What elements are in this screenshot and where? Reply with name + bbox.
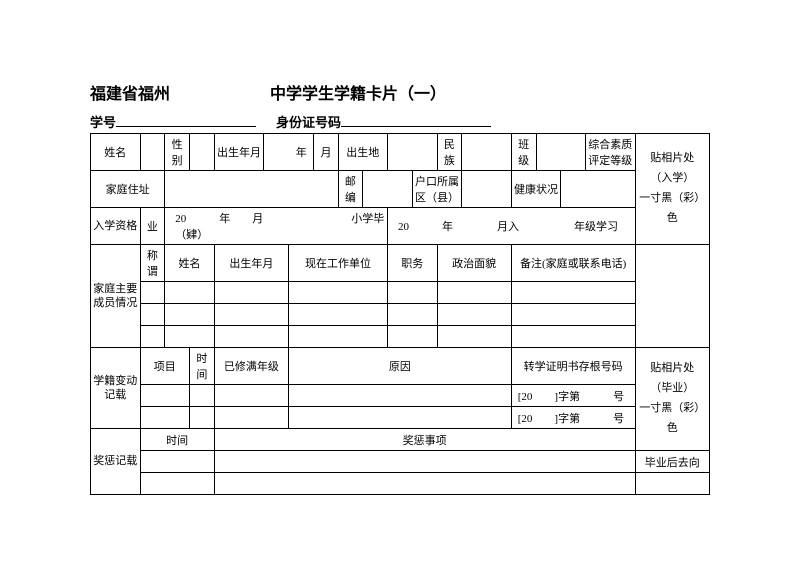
hukou-label: 户口所属区（县） bbox=[412, 171, 462, 208]
t1-stub: [20 ]字第 号 bbox=[511, 385, 635, 407]
a1-matter bbox=[214, 451, 635, 473]
class-val bbox=[536, 134, 586, 171]
f2-dob bbox=[214, 304, 288, 326]
f2-rel bbox=[140, 304, 165, 326]
f3-pol bbox=[437, 326, 511, 348]
qual-text1: 20 年 月 小学毕（肄） bbox=[165, 208, 388, 245]
month-label: 月 bbox=[313, 134, 338, 171]
f2-duty bbox=[388, 304, 438, 326]
a2-matter bbox=[214, 473, 635, 495]
family-note: 备注(家庭或联系电话) bbox=[511, 245, 635, 282]
zip-val bbox=[363, 171, 413, 208]
t2-reason bbox=[289, 407, 512, 429]
f1-note bbox=[511, 282, 635, 304]
t2-time bbox=[190, 407, 215, 429]
photo2-l3: 一寸黑（彩）色 bbox=[638, 399, 708, 439]
family-duty: 职务 bbox=[388, 245, 438, 282]
health-val bbox=[561, 171, 635, 208]
ethnic-label: 民族 bbox=[437, 134, 462, 171]
f2-pol bbox=[437, 304, 511, 326]
a1-time bbox=[140, 451, 214, 473]
student-no-label: 学号 bbox=[90, 112, 116, 131]
birthplace-label: 出生地 bbox=[338, 134, 388, 171]
t-reason: 原因 bbox=[289, 348, 512, 385]
f1-rel bbox=[140, 282, 165, 304]
id-line bbox=[341, 113, 491, 127]
province-title: 福建省福州 bbox=[90, 80, 170, 104]
grad-val bbox=[635, 473, 710, 495]
qual-text2: 20 年 月入 年级学习 bbox=[388, 208, 636, 245]
zip-label: 邮编 bbox=[338, 171, 363, 208]
hukou-val bbox=[462, 171, 512, 208]
student-no-line bbox=[116, 113, 256, 127]
f1-dob bbox=[214, 282, 288, 304]
t-grade: 已修满年级 bbox=[214, 348, 288, 385]
birthplace-val bbox=[388, 134, 438, 171]
t-item: 项目 bbox=[140, 348, 190, 385]
ethnic-val bbox=[462, 134, 512, 171]
name-val bbox=[140, 134, 165, 171]
f3-duty bbox=[388, 326, 438, 348]
addr-val bbox=[165, 171, 338, 208]
name-label: 姓名 bbox=[91, 134, 141, 171]
family-rel: 称谓 bbox=[140, 245, 165, 282]
f3-work bbox=[289, 326, 388, 348]
t1-reason bbox=[289, 385, 512, 407]
photo-entry: 贴相片处 （入学） 一寸黑（彩）色 bbox=[635, 134, 710, 245]
f2-work bbox=[289, 304, 388, 326]
t2-stub: [20 ]字第 号 bbox=[511, 407, 635, 429]
a-time: 时间 bbox=[140, 429, 214, 451]
id-label: 身份证号码 bbox=[276, 112, 341, 131]
a-matter: 奖惩事项 bbox=[214, 429, 635, 451]
family-dob: 出生年月 bbox=[214, 245, 288, 282]
gender-label: 性别 bbox=[165, 134, 190, 171]
empty-right1 bbox=[635, 245, 710, 348]
f1-name bbox=[165, 282, 215, 304]
main-title: 中学学生学籍卡片（一） bbox=[270, 80, 446, 104]
f1-duty bbox=[388, 282, 438, 304]
t-stub: 转学证明书存根号码 bbox=[511, 348, 635, 385]
dob-label: 出生年月 bbox=[214, 134, 264, 171]
addr-label: 家庭住址 bbox=[91, 171, 165, 208]
year-label: 年 bbox=[264, 134, 314, 171]
f3-note bbox=[511, 326, 635, 348]
t-time: 时间 bbox=[190, 348, 215, 385]
photo1-l2: （入学） bbox=[638, 169, 708, 189]
transfer-label: 学籍变动记载 bbox=[91, 348, 141, 429]
t1-item bbox=[140, 385, 190, 407]
f1-work bbox=[289, 282, 388, 304]
grad-label: 毕业后去向 bbox=[635, 451, 710, 473]
quality-label: 综合素质评定等级 bbox=[586, 134, 636, 171]
qual-label: 入学资格 bbox=[91, 208, 141, 245]
family-pol: 政治面貌 bbox=[437, 245, 511, 282]
qual-ye: 业 bbox=[140, 208, 165, 245]
f1-pol bbox=[437, 282, 511, 304]
family-label: 家庭主要成员情况 bbox=[91, 245, 141, 348]
award-label: 奖惩记载 bbox=[91, 429, 141, 495]
f3-dob bbox=[214, 326, 288, 348]
t1-time bbox=[190, 385, 215, 407]
f3-name bbox=[165, 326, 215, 348]
form-table: 姓名 性别 出生年月 年 月 出生地 民族 班级 综合素质评定等级 贴相片处 （… bbox=[90, 133, 710, 495]
class-label: 班级 bbox=[511, 134, 536, 171]
family-work: 现在工作单位 bbox=[289, 245, 388, 282]
f2-name bbox=[165, 304, 215, 326]
f2-note bbox=[511, 304, 635, 326]
health-label: 健康状况 bbox=[511, 171, 561, 208]
photo2-l1: 贴相片处 bbox=[638, 359, 708, 379]
a2-time bbox=[140, 473, 214, 495]
family-name: 姓名 bbox=[165, 245, 215, 282]
photo1-l1: 贴相片处 bbox=[638, 149, 708, 169]
t2-item bbox=[140, 407, 190, 429]
t1-grade bbox=[214, 385, 288, 407]
gender-val bbox=[190, 134, 215, 171]
photo2-l2: （毕业） bbox=[638, 379, 708, 399]
photo-grad: 贴相片处 （毕业） 一寸黑（彩）色 bbox=[635, 348, 710, 451]
t2-grade bbox=[214, 407, 288, 429]
f3-rel bbox=[140, 326, 165, 348]
photo1-l3: 一寸黑（彩）色 bbox=[638, 189, 708, 229]
